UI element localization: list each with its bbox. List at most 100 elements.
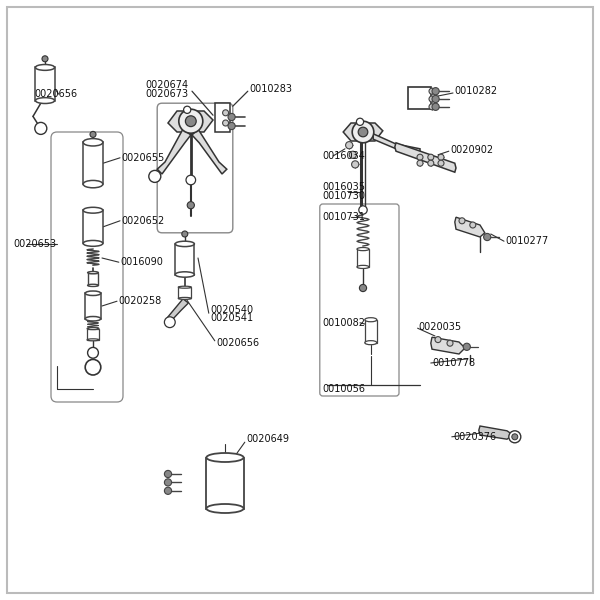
Text: 0010778: 0010778 xyxy=(432,358,475,368)
Ellipse shape xyxy=(206,453,244,462)
Text: 0020649: 0020649 xyxy=(246,434,289,444)
Text: 0020541: 0020541 xyxy=(210,313,253,323)
Polygon shape xyxy=(479,426,513,439)
Circle shape xyxy=(42,56,48,62)
Text: 0010277: 0010277 xyxy=(505,236,548,246)
Ellipse shape xyxy=(357,265,369,269)
Circle shape xyxy=(429,88,435,94)
Ellipse shape xyxy=(178,298,191,299)
Circle shape xyxy=(438,154,444,160)
Text: 0010056: 0010056 xyxy=(323,384,366,394)
Ellipse shape xyxy=(83,241,103,246)
Circle shape xyxy=(182,231,188,237)
Ellipse shape xyxy=(83,208,103,213)
Circle shape xyxy=(352,161,359,168)
Circle shape xyxy=(187,202,194,209)
Polygon shape xyxy=(343,123,383,141)
Text: 0020656: 0020656 xyxy=(216,338,259,348)
Bar xyxy=(357,249,369,267)
Polygon shape xyxy=(455,217,485,237)
Polygon shape xyxy=(215,103,230,132)
Circle shape xyxy=(512,434,518,440)
Ellipse shape xyxy=(87,328,99,329)
Bar xyxy=(83,142,103,184)
Circle shape xyxy=(432,103,439,110)
Circle shape xyxy=(85,359,101,375)
Bar xyxy=(85,293,101,319)
Circle shape xyxy=(349,151,356,158)
Bar xyxy=(35,67,55,101)
Circle shape xyxy=(509,431,521,443)
Circle shape xyxy=(88,347,98,358)
Text: 0016034: 0016034 xyxy=(323,151,365,161)
Circle shape xyxy=(359,206,367,214)
Circle shape xyxy=(223,110,229,116)
Circle shape xyxy=(417,160,423,166)
Circle shape xyxy=(164,317,175,328)
Polygon shape xyxy=(168,299,188,320)
Ellipse shape xyxy=(88,284,98,286)
Bar xyxy=(365,320,377,343)
Circle shape xyxy=(228,122,235,130)
Circle shape xyxy=(184,106,191,113)
Circle shape xyxy=(429,96,435,102)
Text: 0020035: 0020035 xyxy=(419,322,462,332)
Polygon shape xyxy=(168,111,213,132)
Text: 0020902: 0020902 xyxy=(450,145,493,155)
Bar xyxy=(87,329,99,340)
Ellipse shape xyxy=(83,139,103,146)
Ellipse shape xyxy=(365,341,377,344)
Text: 0010082: 0010082 xyxy=(323,318,366,328)
Text: 0016035: 0016035 xyxy=(323,182,366,192)
Ellipse shape xyxy=(35,98,55,103)
Bar xyxy=(178,287,191,298)
Circle shape xyxy=(438,160,444,166)
Circle shape xyxy=(346,142,353,149)
Text: 0016090: 0016090 xyxy=(120,257,163,267)
Text: 0020674: 0020674 xyxy=(145,80,188,90)
Circle shape xyxy=(164,487,172,494)
Polygon shape xyxy=(431,337,465,354)
Circle shape xyxy=(223,120,229,126)
Circle shape xyxy=(164,479,172,486)
Ellipse shape xyxy=(83,181,103,188)
Text: 0010282: 0010282 xyxy=(455,86,498,96)
Circle shape xyxy=(435,337,441,343)
Circle shape xyxy=(90,131,96,137)
Circle shape xyxy=(470,222,476,228)
Text: 0020673: 0020673 xyxy=(145,89,188,98)
Ellipse shape xyxy=(206,504,244,513)
Polygon shape xyxy=(192,129,227,174)
Circle shape xyxy=(179,109,203,133)
Polygon shape xyxy=(408,87,431,109)
Ellipse shape xyxy=(175,241,194,247)
Circle shape xyxy=(432,88,439,95)
Text: 0020656: 0020656 xyxy=(35,89,78,99)
Text: 0020652: 0020652 xyxy=(121,216,164,226)
Circle shape xyxy=(356,118,364,125)
Polygon shape xyxy=(373,134,420,153)
Circle shape xyxy=(35,122,47,134)
Bar xyxy=(206,457,244,508)
Bar xyxy=(175,244,194,275)
Text: 0010730: 0010730 xyxy=(323,191,366,200)
Circle shape xyxy=(429,104,435,110)
Text: 0010731: 0010731 xyxy=(323,212,366,222)
Circle shape xyxy=(428,154,434,160)
Text: 0020655: 0020655 xyxy=(121,153,164,163)
Ellipse shape xyxy=(85,317,101,321)
Circle shape xyxy=(228,113,235,121)
Text: 0020258: 0020258 xyxy=(118,296,161,306)
Circle shape xyxy=(149,170,161,182)
Circle shape xyxy=(358,127,368,137)
Circle shape xyxy=(185,116,196,127)
Ellipse shape xyxy=(88,271,98,274)
Text: 0020653: 0020653 xyxy=(13,239,56,249)
Bar xyxy=(83,210,103,244)
Circle shape xyxy=(164,470,172,478)
Polygon shape xyxy=(395,143,456,172)
Circle shape xyxy=(447,340,453,346)
Ellipse shape xyxy=(87,339,99,341)
Ellipse shape xyxy=(365,318,377,322)
Ellipse shape xyxy=(175,272,194,277)
